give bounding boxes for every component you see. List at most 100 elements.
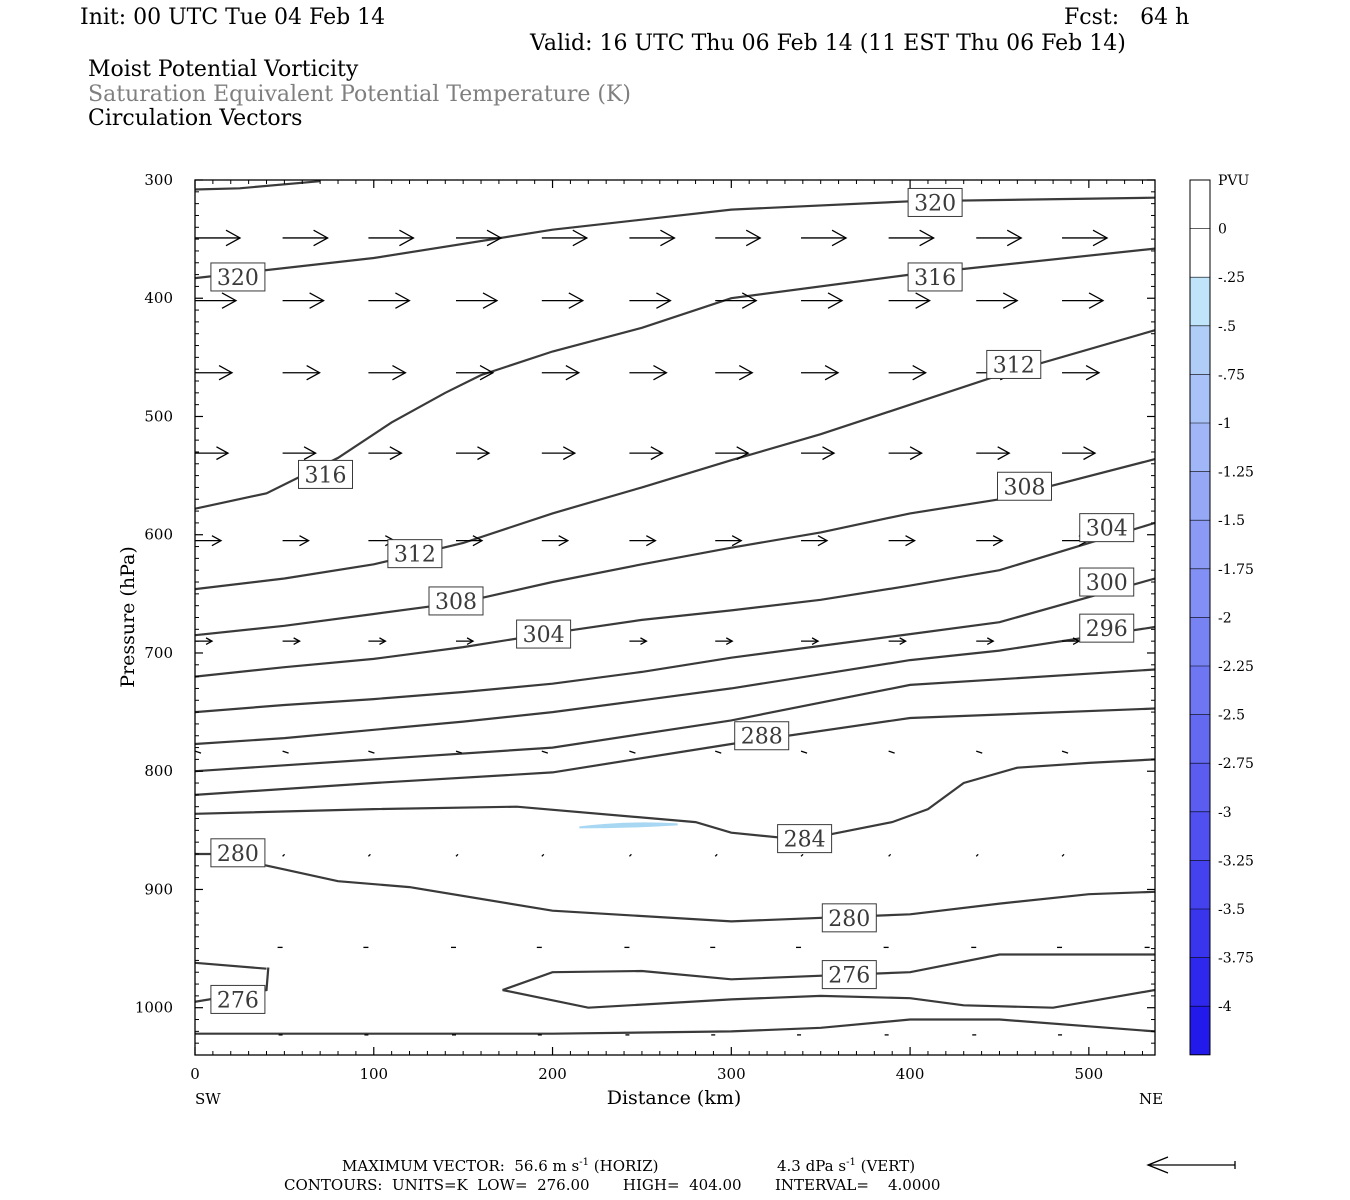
circulation-vector [801, 292, 844, 309]
y-tick-label: 300 [144, 171, 173, 189]
contour-line-276 [502, 988, 1155, 1009]
circulation-vector [541, 853, 545, 857]
circulation-vector [368, 292, 411, 309]
y-tick-label: 600 [144, 526, 173, 544]
y-tick-label: 500 [144, 407, 173, 425]
contour-label-box [907, 187, 963, 217]
circulation-vector [629, 292, 672, 309]
x-tick-label: 300 [717, 1065, 746, 1083]
circulation-vector [282, 535, 310, 547]
contour-label-276: 276 [217, 988, 259, 1013]
contour-label-box [210, 838, 266, 868]
contour-label-284: 284 [784, 828, 826, 853]
circulation-vector [282, 365, 321, 381]
circulation-vector [368, 365, 407, 381]
circulation-vector [282, 853, 286, 857]
colorbar-swatch [1190, 957, 1210, 1007]
contour-label-box [516, 619, 572, 649]
colorbar-swatch [1190, 423, 1210, 472]
contour-label-304: 304 [1086, 517, 1128, 542]
colorbar-swatch [1190, 568, 1210, 618]
colorbar-tick-label: -3.5 [1218, 902, 1245, 918]
colorbar-tick-label: -1.25 [1218, 465, 1254, 481]
colorbar-swatch [1190, 811, 1210, 861]
max-vector-line: MAXIMUM VECTOR: 56.6 m s-1 (HORIZ) [342, 1157, 659, 1175]
contour-line-292 [195, 668, 1155, 773]
circulation-vector [715, 446, 750, 461]
colorbar-swatch [1190, 860, 1210, 909]
colorbar-tick-label: -2.5 [1218, 708, 1245, 724]
contour-label-280: 280 [828, 907, 870, 932]
circulation-vector [541, 229, 589, 247]
circulation-vector [1062, 365, 1101, 381]
circulation-vector [629, 365, 668, 381]
circulation-vector [801, 229, 848, 247]
contour-label-316: 316 [914, 266, 956, 291]
valid-time: Valid: 16 UTC Thu 06 Feb 14 (11 EST Thu … [530, 31, 1126, 56]
circulation-vector [715, 637, 734, 645]
circulation-vector [715, 750, 722, 754]
vert-value: 4.3 dPa s [777, 1157, 847, 1175]
y-tick-label: 700 [144, 644, 173, 662]
contour-line-288 [195, 707, 1155, 796]
contour-label-312: 312 [394, 543, 436, 568]
contour-label-300: 300 [1086, 571, 1128, 596]
colorbar-tick-label: -3.75 [1218, 951, 1254, 967]
y-tick-label: 900 [144, 880, 173, 898]
circulation-vector [282, 637, 301, 645]
circulation-vector [714, 853, 718, 857]
field-title-theta-es: Saturation Equivalent Potential Temperat… [88, 82, 631, 107]
colorbar-swatch [1190, 617, 1210, 666]
y-tick-label: 800 [144, 762, 173, 780]
circulation-vector [715, 229, 762, 247]
x-axis-title: Distance (km) [607, 1087, 742, 1109]
circulation-vector [888, 535, 916, 547]
circulation-vector [888, 292, 931, 309]
colorbar-swatch [1190, 909, 1210, 958]
contour-label-280: 280 [217, 842, 259, 867]
contour-line-304 [195, 521, 1155, 678]
reference-vector-icon [1146, 1156, 1236, 1174]
contour-label-320: 320 [914, 191, 956, 216]
circulation-vector [888, 750, 895, 754]
contour-label-box [387, 539, 443, 569]
contour-label-box [210, 262, 266, 292]
contour-line-276 [195, 1018, 1155, 1035]
circulation-vector [629, 535, 657, 547]
field-title-pv: Moist Potential Vorticity [88, 57, 359, 82]
colorbar-swatch [1190, 277, 1210, 326]
colorbar-tick-label: -3 [1218, 805, 1232, 821]
circulation-vector [282, 229, 329, 247]
circulation-vector [368, 750, 375, 754]
circulation-vector [456, 535, 484, 547]
colorbar-tick-label: -1.75 [1218, 562, 1254, 578]
circulation-vector [888, 446, 923, 461]
circulation-vector [976, 637, 995, 645]
contour-line-284 [195, 758, 1155, 841]
circulation-vector [715, 535, 743, 547]
colorbar-tick-label: -.25 [1218, 270, 1245, 286]
contour-label-box [996, 471, 1052, 501]
contour-line-300 [195, 577, 1155, 714]
circulation-vector [801, 365, 840, 381]
circulation-vector [541, 535, 570, 547]
colorbar-tick-label: 0 [1218, 222, 1227, 238]
horiz-value: 56.6 m s [514, 1157, 580, 1175]
circulation-vector [1062, 292, 1105, 309]
contour-line-312 [195, 329, 1155, 591]
contour-label-box [734, 721, 790, 751]
colorbar-swatch [1190, 1006, 1210, 1055]
contour-line-296 [195, 625, 1155, 746]
colorbar-swatch [1190, 666, 1210, 715]
circulation-vector [195, 365, 234, 381]
forecast-hour: Fcst: 64 h [1064, 5, 1190, 30]
circulation-vector [715, 292, 758, 309]
x-tick-label: 500 [1075, 1065, 1104, 1083]
circulation-vector [1062, 637, 1081, 645]
colorbar-swatch [1190, 471, 1210, 521]
circulation-vector [1061, 750, 1069, 754]
circulation-vector [282, 750, 289, 754]
circulation-vector [629, 637, 648, 645]
colorbar-swatch [1190, 325, 1210, 375]
